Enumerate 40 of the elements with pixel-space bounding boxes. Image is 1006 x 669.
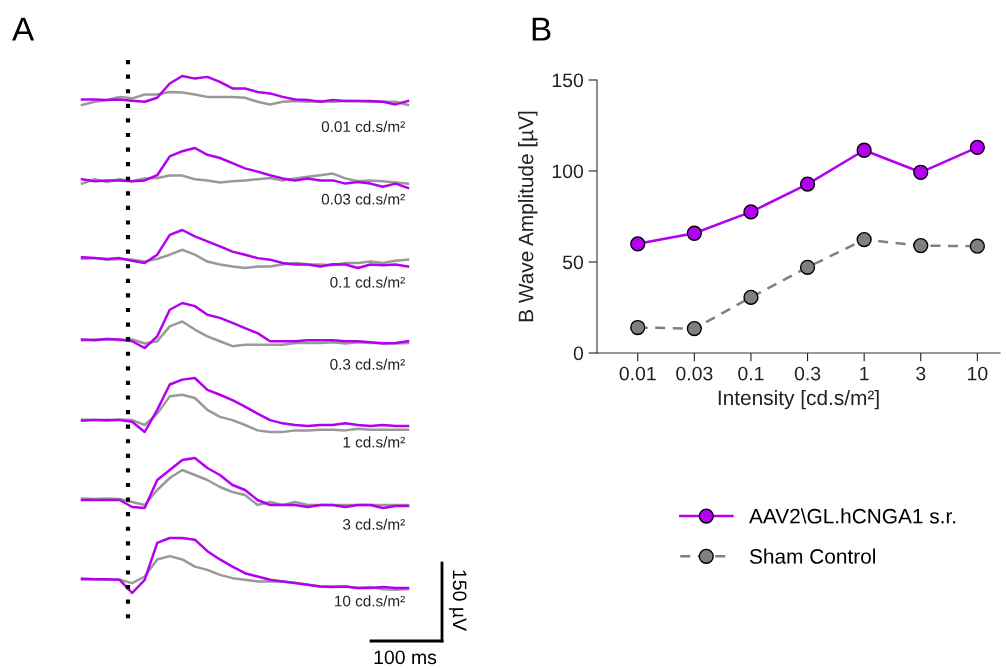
x-tick-label: 0.3 (794, 366, 821, 381)
text: 1 cd.s/m² (343, 436, 405, 448)
point (913, 237, 929, 254)
text: 150 µV (448, 570, 467, 631)
x-tick-label: 10 (968, 366, 988, 381)
x-axis-title: Intensity [cd.s/m²] (718, 389, 879, 410)
legend-label: AAV2\GL.hCNGA1 s.r. (749, 508, 956, 524)
point (743, 204, 759, 220)
point (913, 164, 929, 180)
point (743, 289, 759, 305)
y-tick-label: 0 (573, 346, 584, 361)
y-axis-title: B Wave Amplitude [µV] (518, 111, 538, 322)
x-tick-label: 0.1 (738, 366, 764, 381)
text: 10 cd.s/m² (335, 595, 405, 607)
chart-title: B (532, 17, 551, 41)
point (969, 238, 985, 254)
text: 0.03 cd.s/m² (321, 193, 405, 205)
y-tick-label: 100 (552, 164, 584, 179)
text: 0.1 cd.s/m² (330, 276, 405, 288)
point (686, 225, 702, 241)
point (856, 142, 872, 158)
point (856, 231, 872, 248)
y-tick-label: 150 (552, 73, 584, 88)
x-tick-label: 0.01 (619, 366, 656, 381)
text: 100 ms (374, 650, 437, 665)
text: 0.01 cd.s/m² (321, 120, 405, 133)
y-tick-label: 50 (562, 255, 584, 270)
point (799, 259, 816, 275)
point (630, 319, 646, 336)
x-tick-label: 0.03 (676, 366, 713, 381)
text: 3 cd.s/m² (342, 518, 405, 530)
x-tick-label: 1 (860, 366, 869, 381)
point (799, 176, 816, 192)
x-tick-label: 3 (916, 366, 926, 381)
point (686, 320, 702, 337)
legend-label: Sham Control (749, 548, 875, 564)
chart-title: A (12, 17, 35, 41)
point (630, 236, 646, 252)
text: 0.3 cd.s/m² (330, 358, 405, 370)
point (969, 139, 985, 155)
